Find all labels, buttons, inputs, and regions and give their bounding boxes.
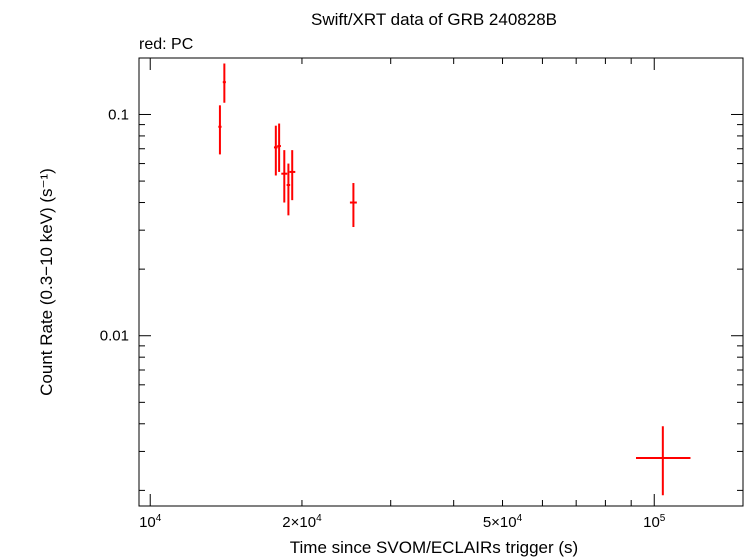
x-tick-label: 104 <box>139 513 162 531</box>
data-point <box>289 150 296 201</box>
data-point <box>635 426 691 496</box>
x-tick-label: 5×104 <box>483 513 523 531</box>
plot-frame <box>138 57 744 507</box>
y-tick-label: 0.1 <box>108 106 129 123</box>
data-points <box>218 63 691 496</box>
x-tick-label: 105 <box>643 513 666 531</box>
x-axis-title: Time since SVOM/ECLAIRs trigger (s) <box>290 538 578 557</box>
y-tick-label: 0.01 <box>100 328 129 345</box>
x-tick-label: 2×104 <box>282 513 322 531</box>
data-point <box>222 63 226 103</box>
chart-title: Swift/XRT data of GRB 240828B <box>311 10 557 29</box>
x-axis-ticks: 104 2×104 5×104 105 <box>139 58 666 531</box>
y-axis-title: Count Rate (0.3−10 keV) (s⁻¹) <box>37 168 56 396</box>
y-axis-ticks: 0.1 0.01 <box>100 106 743 491</box>
data-point <box>273 125 278 176</box>
chart-subtitle: red: PC <box>139 36 193 53</box>
data-point <box>349 183 357 228</box>
data-point <box>286 163 291 216</box>
data-point <box>218 105 222 155</box>
data-point <box>281 150 288 203</box>
data-point <box>277 123 281 172</box>
